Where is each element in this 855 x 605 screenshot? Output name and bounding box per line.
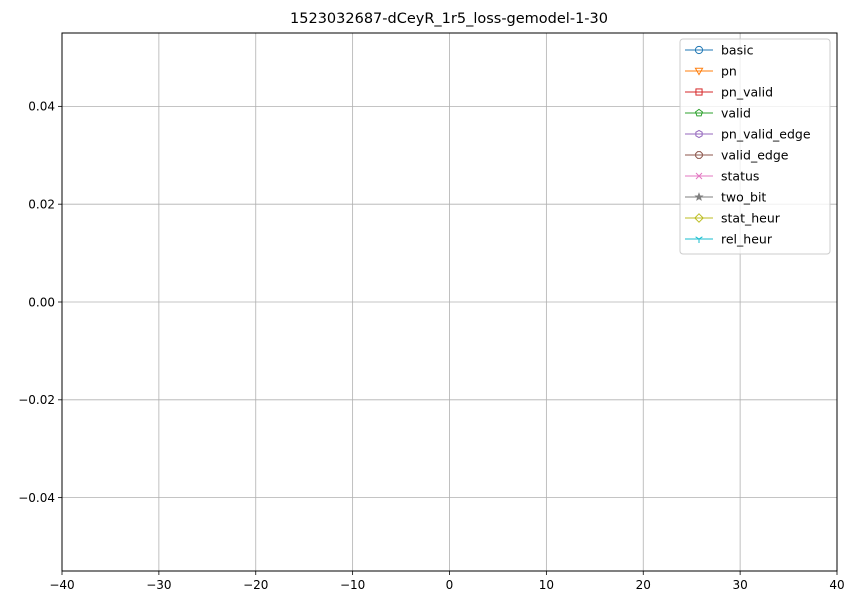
marker-star xyxy=(694,192,704,201)
y-axis: −0.04 −0.02 0.00 0.02 0.04 xyxy=(18,100,62,505)
y-tick-label: 0.02 xyxy=(28,197,55,211)
y-tick-label: 0.00 xyxy=(28,295,55,309)
legend-item-basic: basic xyxy=(685,43,754,58)
legend-label: pn_valid_edge xyxy=(721,127,811,142)
legend-item-rel_heur: rel_heur xyxy=(685,232,773,247)
legend-label: valid_edge xyxy=(721,148,789,163)
marker-hexagon xyxy=(695,129,703,139)
legend-label: rel_heur xyxy=(721,232,773,247)
x-axis: −40 −30 −20 −10 0 10 20 30 40 xyxy=(49,571,845,592)
marker-square xyxy=(695,88,703,96)
legend-item-stat_heur: stat_heur xyxy=(685,211,781,226)
legend-label: status xyxy=(721,169,759,184)
x-tick-label: −40 xyxy=(49,578,74,592)
legend-item-status: status xyxy=(685,169,759,184)
marker-tri-down xyxy=(695,236,703,243)
x-tick-label: 30 xyxy=(732,578,747,592)
y-tick-label: −0.04 xyxy=(18,491,55,505)
legend-box xyxy=(679,38,831,255)
legend-item-two_bit: two_bit xyxy=(685,190,766,205)
marker-octagon xyxy=(695,151,703,159)
x-tick-label: −10 xyxy=(340,578,365,592)
legend-item-pn_valid: pn_valid xyxy=(685,85,773,100)
chart-title: 1523032687-dCeyR_1r5_loss-gemodel-1-30 xyxy=(290,11,608,27)
marker-pentagon xyxy=(694,108,704,117)
legend-item-pn: pn xyxy=(685,64,737,79)
x-tick-label: 40 xyxy=(829,578,844,592)
y-tick-label: −0.02 xyxy=(18,393,55,407)
legend-label: pn_valid xyxy=(721,85,773,100)
x-tick-label: −20 xyxy=(243,578,268,592)
marker-triangle-down xyxy=(694,67,704,76)
legend-label: stat_heur xyxy=(721,211,781,226)
legend-label: valid xyxy=(721,106,751,121)
marker-circle xyxy=(694,45,704,55)
marker-diamond xyxy=(694,213,704,223)
legend-label: two_bit xyxy=(721,190,766,205)
y-tick-label: 0.04 xyxy=(28,100,55,114)
legend-item-valid: valid xyxy=(685,106,751,121)
x-tick-label: −30 xyxy=(146,578,171,592)
marker-x xyxy=(695,172,703,180)
x-tick-label: 0 xyxy=(446,578,454,592)
legend-label: basic xyxy=(721,43,754,58)
legend-item-pn_valid_edge: pn_valid_edge xyxy=(685,127,811,142)
legend-label: pn xyxy=(721,64,737,79)
x-tick-label: 10 xyxy=(539,578,554,592)
legend-item-valid_edge: valid_edge xyxy=(685,148,789,163)
x-tick-label: 20 xyxy=(636,578,651,592)
